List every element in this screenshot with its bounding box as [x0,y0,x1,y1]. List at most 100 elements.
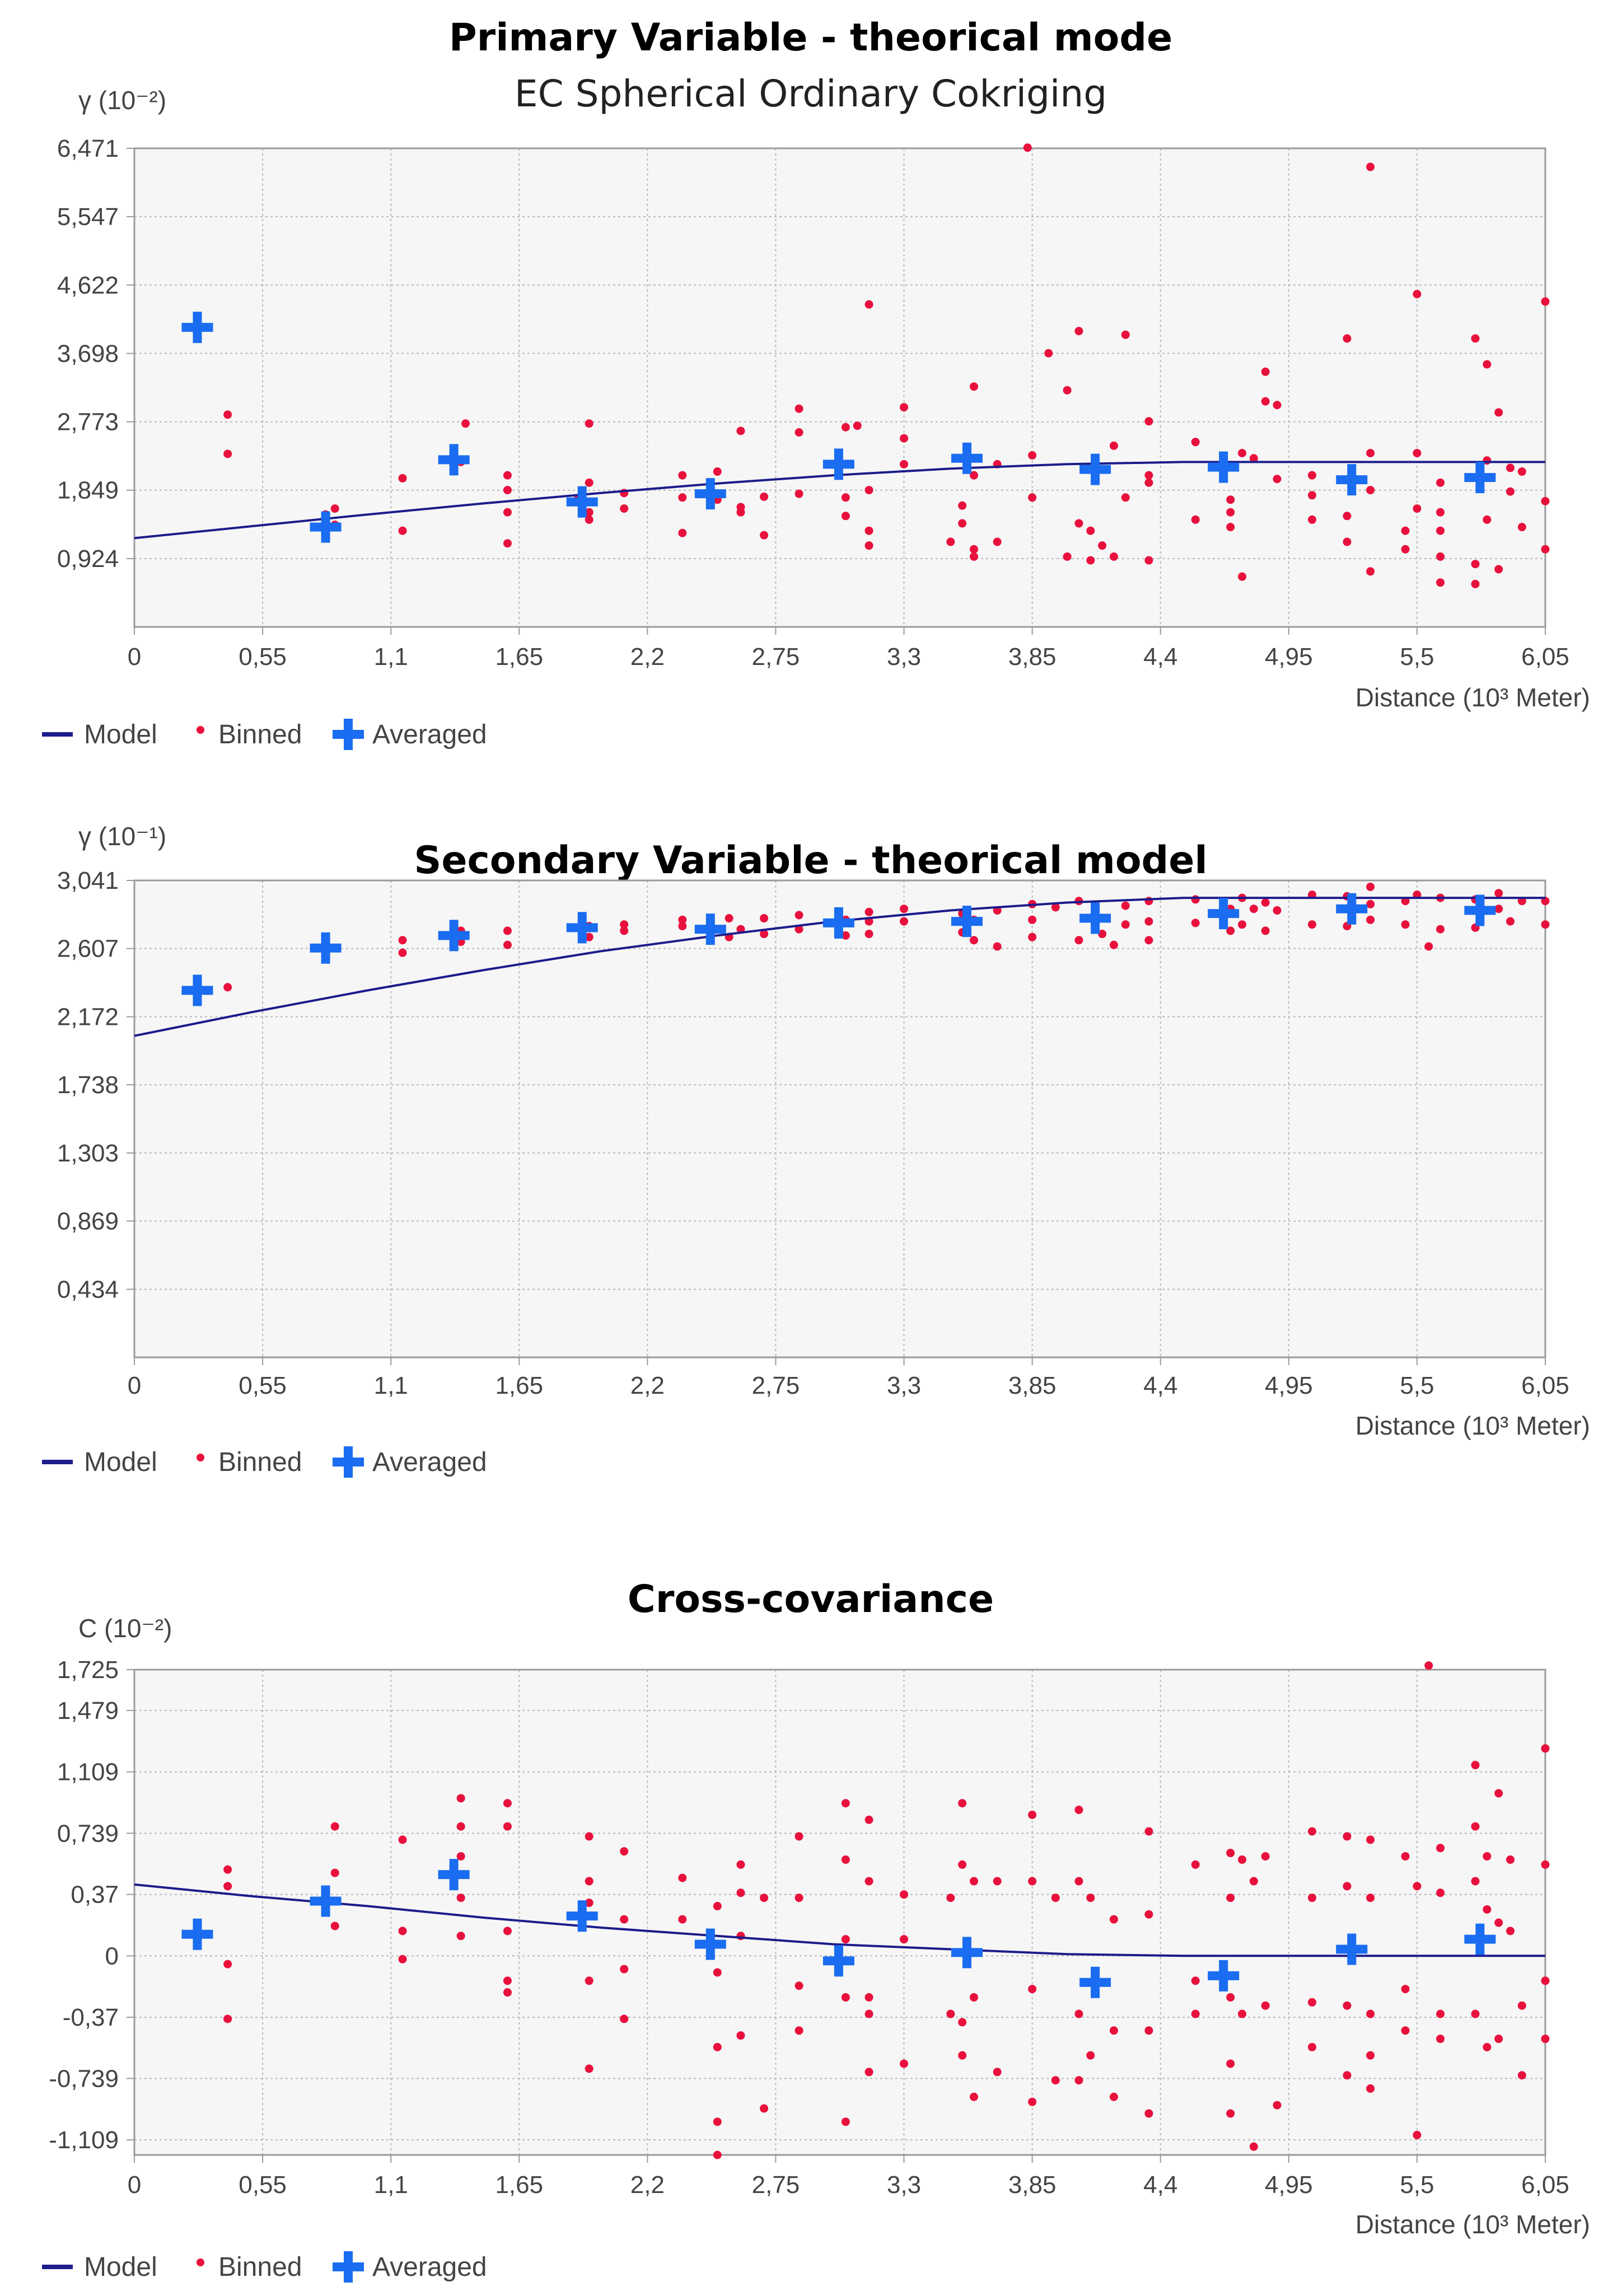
binned-point [1226,1993,1235,2002]
binned-point [1109,441,1118,450]
binned-point [503,471,512,480]
x-tick-label: 2,2 [630,1372,665,1399]
binned-point [853,421,862,430]
binned-point [1144,1827,1153,1836]
binned-point [1261,2001,1270,2010]
binned-point [1366,899,1375,908]
binned-point [456,1894,465,1903]
x-tick-label: 4,4 [1143,643,1177,671]
binned-point [1436,578,1445,587]
binned-point [900,434,909,443]
binned-point [1273,906,1282,915]
x-tick-label: 1,65 [495,643,543,671]
binned-point [1226,523,1235,532]
binned-point [1261,898,1270,907]
legend-binned-swatch [197,1454,204,1461]
binned-point [1506,917,1515,926]
binned-point [1023,143,1032,152]
x-tick-label: 4,95 [1265,2171,1313,2199]
binned-point [1238,920,1247,929]
x-axis-label: Distance (10³ Meter) [1355,683,1590,712]
binned-point [503,1822,512,1831]
y-tick-label: 1,738 [57,1071,119,1099]
binned-point [330,1822,339,1831]
averaged-point [822,1945,854,1977]
binned-point [794,1832,803,1841]
binned-point [330,1868,339,1877]
binned-point [1028,1810,1037,1819]
binned-point [1121,493,1130,502]
binned-point [1506,487,1515,496]
binned-point [736,1860,745,1869]
binned-point [620,1847,629,1856]
binned-point [970,2092,979,2101]
x-tick-label: 0,55 [239,2171,287,2199]
binned-point [1191,1976,1200,1985]
legend-averaged-label: Averaged [372,720,487,749]
binned-point [1541,1744,1550,1753]
x-tick-label: 3,85 [1008,643,1057,671]
binned-point [678,922,687,931]
legend-binned-swatch [197,726,204,734]
binned-point [1483,1905,1492,1914]
x-tick-label: 0 [128,643,141,671]
x-tick-label: 2,2 [630,643,665,671]
binned-point [1063,386,1072,395]
binned-point [1238,1855,1247,1864]
binned-point [993,537,1002,546]
binned-point [900,460,909,468]
binned-point [1343,334,1352,343]
binned-point [1413,448,1422,457]
binned-point [970,382,979,391]
plot-frame [133,147,1546,628]
binned-point [970,1993,979,2002]
x-tick-label: 6,05 [1521,1372,1569,1399]
x-tick-label: 5,5 [1400,2171,1434,2199]
x-tick-label: 2,75 [752,1372,800,1399]
binned-point [841,512,850,521]
binned-point [620,926,629,935]
binned-point [900,917,909,926]
binned-point [1226,2059,1235,2068]
binned-point [398,1835,407,1844]
binned-point [841,1993,850,2002]
binned-point [1028,1985,1037,1994]
binned-point [1366,567,1375,576]
averaged-point [1464,462,1496,494]
binned-point [1273,2101,1282,2110]
averaged-point [1464,1923,1496,1955]
binned-point [841,423,850,432]
binned-point [1483,515,1492,524]
binned-point [678,471,687,480]
binned-point [1366,2084,1375,2093]
binned-point [1074,2009,1083,2018]
binned-point [461,419,470,428]
binned-point [1517,467,1526,476]
binned-point [1144,1910,1153,1919]
binned-point [1343,2071,1352,2080]
binned-point [1086,1894,1095,1903]
averaged-point [1079,1966,1111,1998]
binned-point [864,930,873,939]
binned-point [1226,1894,1235,1903]
binned-point [1343,1882,1352,1891]
plot-frame [133,1669,1546,2156]
binned-point [1109,552,1118,561]
binned-point [1074,1877,1083,1886]
binned-point [1238,572,1247,581]
y-tick-label: 1,303 [57,1140,119,1167]
model-line [134,1883,1545,1957]
binned-point [794,911,803,920]
x-tick-label: 0,55 [239,643,287,671]
plot-frame [133,879,1546,1358]
binned-point [1051,903,1060,912]
binned-point [1436,2009,1445,2018]
binned-point [970,936,979,945]
binned-point [1541,1860,1550,1869]
y-tick-label: -0,37 [63,2004,119,2031]
binned-point [1144,556,1153,565]
x-tick-label: 1,65 [495,1372,543,1399]
binned-point [1121,901,1130,910]
binned-point [970,552,979,561]
